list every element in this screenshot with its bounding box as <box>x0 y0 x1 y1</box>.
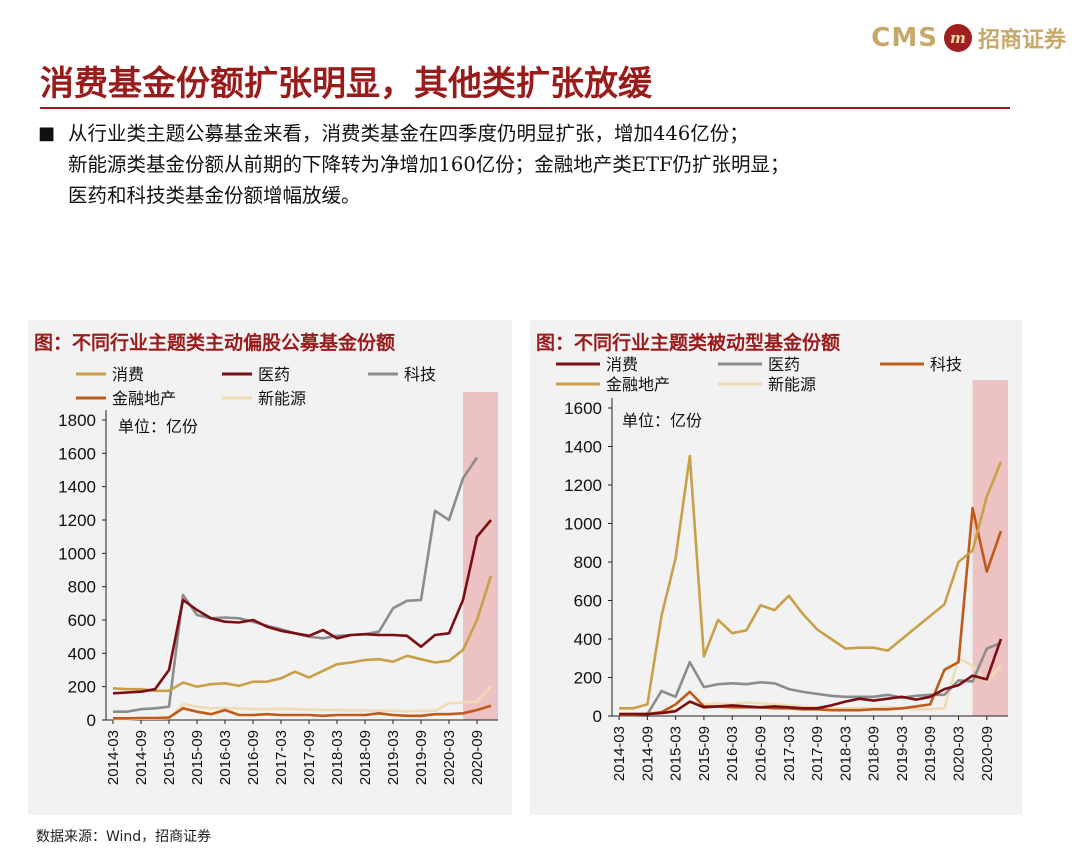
x-tick-label: 2018-03 <box>329 730 346 785</box>
legend-label: 金融地产 <box>112 389 176 408</box>
series-line-tech <box>619 641 1002 716</box>
y-tick-label: 1600 <box>58 444 96 463</box>
title-divider <box>40 107 1010 109</box>
logo-cms-text: CMS <box>871 23 938 53</box>
y-tick-label: 400 <box>68 644 96 663</box>
x-tick-label: 2015-03 <box>668 726 685 781</box>
x-tick-label: 2015-09 <box>189 730 206 785</box>
unit-label: 单位：亿份 <box>622 411 702 430</box>
company-logo: CMS m 招商证券 <box>871 22 1066 54</box>
series-line-medical <box>619 638 1003 716</box>
x-tick-label: 2019-03 <box>894 726 911 781</box>
legend-label: 科技 <box>404 365 436 384</box>
x-tick-label: 2016-03 <box>724 726 741 781</box>
data-source: 数据来源：Wind，招商证券 <box>36 829 212 845</box>
x-tick-label: 2018-09 <box>866 726 883 781</box>
x-tick-label: 2016-09 <box>753 726 770 781</box>
legend-label: 金融地产 <box>606 375 670 394</box>
legend-label: 医药 <box>258 365 290 384</box>
legend-label: 新能源 <box>258 389 306 408</box>
y-tick-label: 800 <box>68 578 96 597</box>
legend-label: 新能源 <box>768 375 816 394</box>
y-tick-label: 1600 <box>564 399 602 418</box>
chart-panel-passive-funds: 图：不同行业主题类被动型基金份额 0 200 400 600 800 1000 1200 14… <box>530 320 1022 815</box>
x-tick-label: 2019-09 <box>413 730 430 785</box>
x-tick-label: 2017-03 <box>273 730 290 785</box>
highlight-band <box>972 380 1008 716</box>
x-tick-label: 2018-03 <box>837 726 854 781</box>
y-tick-label: 400 <box>574 630 602 649</box>
x-tick-label: 2017-09 <box>301 730 318 785</box>
logo-badge-icon: m <box>943 24 972 52</box>
x-tick-label: 2019-09 <box>922 726 939 781</box>
page-title: 消费基金份额扩张明显，其他类扩张放缓 <box>40 64 652 104</box>
series-line-finance <box>619 506 1003 717</box>
legend-label: 医药 <box>768 355 800 374</box>
legend-label: 消费 <box>606 355 638 374</box>
unit-label: 单位：亿份 <box>118 417 198 436</box>
chart-title: 图：不同行业主题类主动偏股公募基金份额 <box>34 332 396 354</box>
x-tick-label: 2017-03 <box>781 726 798 781</box>
y-tick-label: 600 <box>68 611 96 630</box>
y-tick-label: 0 <box>87 711 96 730</box>
y-tick-label: 1000 <box>58 544 96 563</box>
y-tick-label: 1400 <box>564 438 602 457</box>
series-line-consumer <box>619 454 1003 710</box>
x-tick-label: 2014-09 <box>133 730 150 785</box>
highlight-band <box>463 392 498 720</box>
legend-label: 科技 <box>930 355 962 374</box>
x-tick-label: 2016-03 <box>217 730 234 785</box>
x-tick-label: 2014-03 <box>105 730 122 785</box>
chart-panel-active-funds: 图：不同行业主题类主动偏股公募基金份额 0 200 400 600 800 1000 120… <box>28 320 512 815</box>
x-tick-label: 2019-03 <box>385 730 402 785</box>
x-tick-label: 2020-03 <box>951 726 968 781</box>
y-tick-label: 1200 <box>564 476 602 495</box>
y-tick-label: 200 <box>574 669 602 688</box>
x-tick-label: 2015-09 <box>696 726 713 781</box>
x-tick-label: 2015-03 <box>161 730 178 785</box>
y-tick-label: 200 <box>68 678 96 697</box>
logo-cn-text: 招商证券 <box>977 27 1066 53</box>
bullet-square-icon: ■ <box>38 123 56 144</box>
y-tick-label: 0 <box>593 707 602 726</box>
bullet-line-3: 医药和科技类基金份额增幅放缓。 <box>68 184 361 207</box>
y-tick-label: 800 <box>574 553 602 572</box>
y-tick-label: 1800 <box>58 411 96 430</box>
legend-label: 消费 <box>112 365 144 384</box>
series-line-newenergy <box>113 685 492 721</box>
series-line-finance <box>113 704 492 720</box>
x-tick-label: 2016-09 <box>245 730 262 785</box>
x-tick-label: 2017-09 <box>809 726 826 781</box>
x-tick-label: 2014-09 <box>639 726 656 781</box>
y-tick-label: 1000 <box>564 515 602 534</box>
x-tick-label: 2014-03 <box>611 726 628 781</box>
chart-passive-funds: 0 200 400 600 800 1000 1200 1400 1600 2014-03 2014… <box>556 355 1008 781</box>
x-tick-label: 2020-09 <box>979 726 996 781</box>
x-tick-label: 2018-09 <box>357 730 374 785</box>
y-tick-label: 600 <box>574 592 602 611</box>
x-tick-label: 2020-03 <box>441 730 458 785</box>
chart-title: 图：不同行业主题类被动型基金份额 <box>536 332 841 354</box>
bullet-line-2: 新能源类基金份额从前期的下降转为净增加160亿份；金融地产类ETF仍扩张明显； <box>68 153 790 176</box>
chart-active-funds: 0 200 400 600 800 1000 1200 1400 1600 1800 2014-03… <box>58 365 498 785</box>
x-tick-label: 2020-09 <box>469 730 486 785</box>
series-line-newenergy <box>619 656 1002 716</box>
bullet-line-1: 从行业类主题公募基金来看，消费类基金在四季度仍明显扩张，增加446亿份； <box>68 122 749 145</box>
y-tick-label: 1400 <box>58 478 96 497</box>
series-line-medical <box>112 519 492 695</box>
y-tick-label: 1200 <box>58 511 96 530</box>
bullet-paragraph: ■ 从行业类主题公募基金来看，消费类基金在四季度仍明显扩张，增加446亿份； 新… <box>38 118 1038 211</box>
series-line-consumer <box>112 575 493 693</box>
